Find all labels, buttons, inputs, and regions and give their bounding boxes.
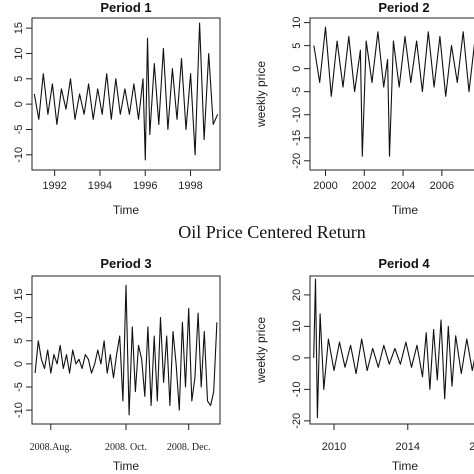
y-tick-label: -10 xyxy=(291,107,303,123)
x-tick-label: 2018 xyxy=(469,441,474,453)
panel-title: Period 4 xyxy=(378,256,430,271)
x-tick-label: 2006 xyxy=(430,180,454,192)
x-tick-label: 2010 xyxy=(322,441,346,453)
y-tick-label: 10 xyxy=(13,47,25,59)
y-tick-label: 0 xyxy=(13,101,25,107)
y-tick-label: -5 xyxy=(13,125,25,135)
y-tick-label: 0 xyxy=(291,355,303,361)
x-axis-label: Time xyxy=(113,459,140,473)
x-tick-label: 2002 xyxy=(352,180,376,192)
y-tick-label: 0 xyxy=(13,361,25,367)
y-tick-label: 15 xyxy=(13,22,25,34)
y-tick-label: 0 xyxy=(291,66,303,72)
figure-title: Oil Price Centered Return xyxy=(178,222,365,242)
x-tick-label: 2014 xyxy=(396,441,420,453)
x-tick-label: 1996 xyxy=(133,180,157,192)
y-tick-label: 5 xyxy=(13,76,25,82)
plot-frame xyxy=(309,17,474,171)
plot-frame xyxy=(31,17,221,171)
x-tick-label: 2008. Oct. xyxy=(105,442,147,453)
y-tick-label: -10 xyxy=(13,147,25,163)
x-tick-label: 2000 xyxy=(313,180,337,192)
series-line xyxy=(313,278,474,419)
y-tick-label: 10 xyxy=(13,312,25,324)
plot-frame xyxy=(309,275,474,425)
y-tick-label: -20 xyxy=(291,153,303,169)
panel-title: Period 3 xyxy=(100,256,151,271)
x-tick-label: 2008. Dec. xyxy=(167,442,211,453)
y-tick-label: -15 xyxy=(291,130,303,146)
panel-title: Period 2 xyxy=(378,0,429,15)
panel-2: Period 2 2000 2002 2004 2006 -20 -15 -10 -5 0 5 10 T… xyxy=(254,0,474,217)
y-tick-label: 5 xyxy=(291,43,303,49)
panel-1: Period 1 1992 1994 1996 1998 -10 -5 0 5 10 15 Time xyxy=(13,0,221,217)
y-tick-label: 10 xyxy=(291,16,303,28)
y-tick-label: 5 xyxy=(13,338,25,344)
y-tick-label: -5 xyxy=(291,87,303,97)
y-tick-label: 10 xyxy=(291,320,303,332)
y-tick-label: -20 xyxy=(291,413,303,429)
y-tick-label: -10 xyxy=(13,402,25,418)
x-axis-label: Time xyxy=(113,203,140,217)
panel-3: Period 3 2008.Aug. 2008. Oct. 2008. Dec. -10… xyxy=(13,256,221,473)
x-tick-label: 1992 xyxy=(42,180,66,192)
panel-title: Period 1 xyxy=(100,0,151,15)
x-tick-label: 1998 xyxy=(178,180,202,192)
y-axis-label: weekly price xyxy=(254,317,268,384)
series-line xyxy=(34,284,218,416)
panel-4: Period 4 2010 2014 2018 -20 -10 0 10 20 Time weekl… xyxy=(254,256,474,473)
x-tick-label: 2004 xyxy=(391,180,415,192)
x-tick-label: 1994 xyxy=(88,180,112,192)
y-tick-label: -10 xyxy=(291,381,303,397)
y-axis-label: weekly price xyxy=(254,61,268,128)
y-tick-label: 20 xyxy=(291,289,303,301)
x-axis-label: Time xyxy=(392,203,419,217)
x-axis-label: Time xyxy=(392,459,419,473)
series-line xyxy=(313,26,474,157)
x-tick-label: 2008.Aug. xyxy=(30,442,72,453)
y-tick-label: -5 xyxy=(13,382,25,392)
series-line xyxy=(33,22,219,161)
y-tick-label: 15 xyxy=(13,288,25,300)
